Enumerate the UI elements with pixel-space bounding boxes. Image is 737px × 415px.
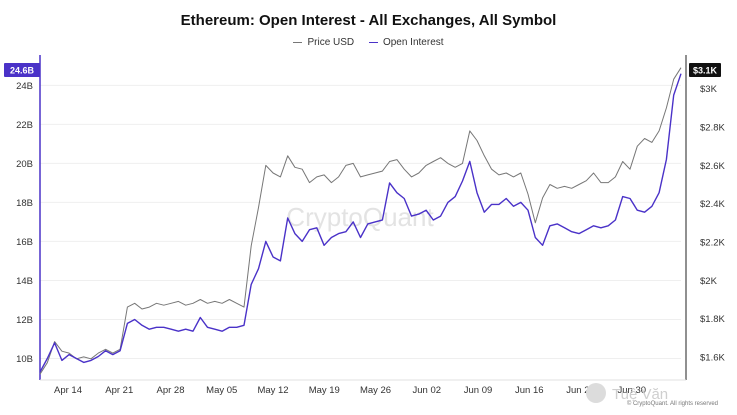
right-badge-text: $3.1K xyxy=(693,66,718,76)
x-tick-label: Jun 23 xyxy=(566,385,595,396)
right-tick-label: $2.8K xyxy=(700,123,725,134)
right-tick-label: $1.8K xyxy=(700,314,725,325)
x-tick-label: May 19 xyxy=(309,385,340,396)
legend-label-price: Price USD xyxy=(307,37,355,48)
legend-swatch-open-interest xyxy=(368,41,378,44)
footer-copyright: © CryptoQuant. All rights reserved xyxy=(627,400,718,407)
x-tick-label: Jun 16 xyxy=(515,385,544,396)
right-badge-bg xyxy=(689,63,721,77)
legend-item-open-interest[interactable]: Open Interest xyxy=(368,37,444,48)
left-tick-label: 16B xyxy=(16,237,33,248)
left-tick-label: 22B xyxy=(16,120,33,131)
legend-label-open-interest: Open Interest xyxy=(382,37,444,48)
corner-logo: Tuệ Văn xyxy=(586,383,668,403)
legend-swatch-price xyxy=(293,41,303,44)
x-tick-label: Apr 28 xyxy=(157,385,185,396)
x-tick-label: Jun 30 xyxy=(618,385,647,396)
left-tick-label: 24B xyxy=(16,81,33,92)
right-tick-label: $2.6K xyxy=(700,161,725,172)
x-tick-label: Jun 09 xyxy=(464,385,493,396)
legend: Price USD Open Interest xyxy=(0,37,737,48)
x-tick-label: Apr 21 xyxy=(105,385,133,396)
left-tick-label: 14B xyxy=(16,276,33,287)
logo-text: Tuệ Văn xyxy=(612,386,668,403)
legend-item-price[interactable]: Price USD xyxy=(293,37,354,48)
chart-title: Ethereum: Open Interest - All Exchanges,… xyxy=(180,12,557,29)
x-tick-label: May 05 xyxy=(206,385,237,396)
right-tick-label: $1.6K xyxy=(700,352,725,363)
grid xyxy=(40,84,681,359)
watermark: CryptoQuant xyxy=(286,202,434,232)
left-tick-label: 10B xyxy=(16,354,33,365)
x-tick-label: Apr 14 xyxy=(54,385,82,396)
right-current-badge: $3.1K xyxy=(689,63,721,77)
right-tick-label: $2.2K xyxy=(700,237,725,248)
axes xyxy=(39,55,687,381)
series-line-price xyxy=(39,67,682,375)
right-tick-label: $2.4K xyxy=(700,199,725,210)
left-tick-label: 20B xyxy=(16,159,33,170)
x-tick-label: Jun 02 xyxy=(413,385,442,396)
x-tick-label: May 12 xyxy=(257,385,288,396)
left-current-badge: 24.6B xyxy=(4,63,40,77)
x-tick-label: May 26 xyxy=(360,385,391,396)
series-line-open-interest xyxy=(39,73,682,373)
left-badge-text: 24.6B xyxy=(10,66,35,76)
series-layer xyxy=(39,67,682,375)
right-tick-label: $3K xyxy=(700,84,718,95)
left-tick-label: 18B xyxy=(16,198,33,209)
tick-layer: 10B 12B 14B 16B 18B 20B 22B 24B $1.6K $1.8K $2K $2.… xyxy=(16,81,725,396)
left-badge-bg xyxy=(4,63,40,77)
right-tick-label: $2K xyxy=(700,276,718,287)
logo-circle xyxy=(586,383,606,403)
left-tick-label: 12B xyxy=(16,315,33,326)
